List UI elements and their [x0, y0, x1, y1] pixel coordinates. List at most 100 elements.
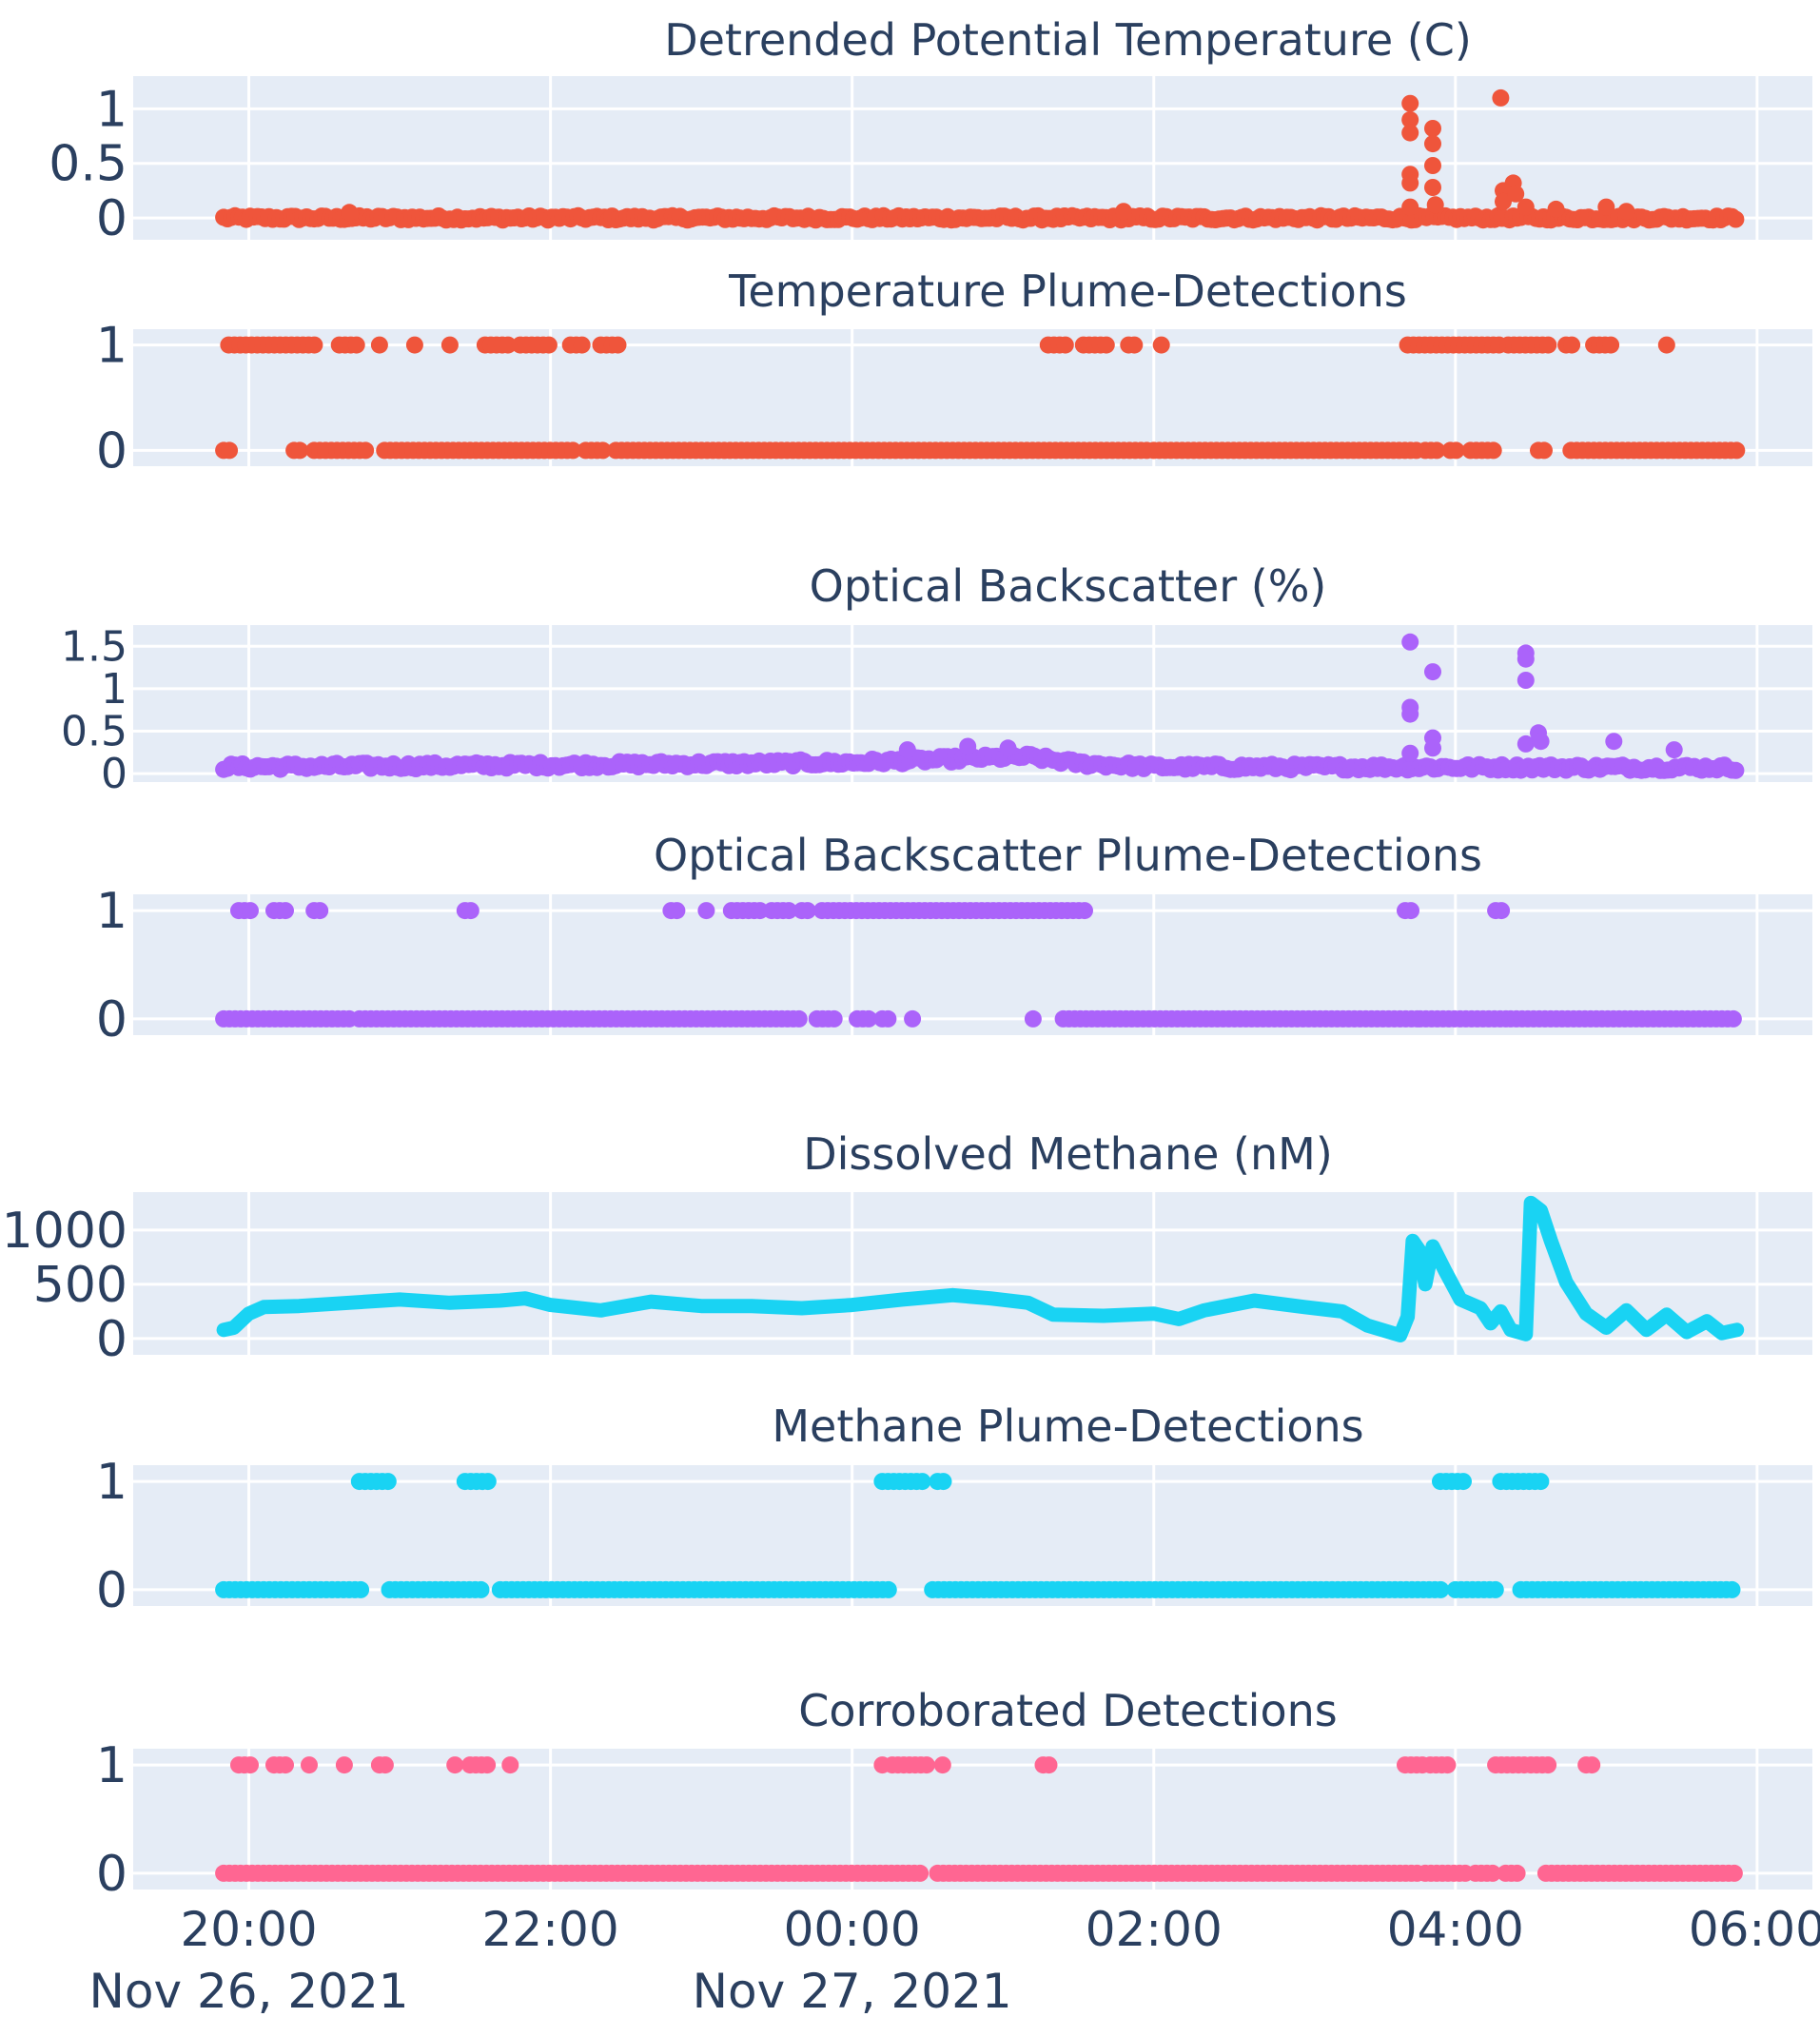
- panel-7-marker-1: [446, 1756, 464, 1774]
- panel-2-marker-0: [1428, 441, 1446, 460]
- panel-2-marker-1: [573, 336, 591, 354]
- panel-3-spike-marker: [1605, 733, 1623, 751]
- panel-2-marker-1: [1125, 336, 1144, 354]
- panel-2-marker-1: [539, 336, 558, 354]
- panel-6-marker-1: [1532, 1473, 1550, 1491]
- panel-3-title: Optical Backscatter (%): [810, 560, 1327, 612]
- panel-4-ytick-label: 0: [96, 991, 127, 1048]
- panel-2-marker-0: [1447, 441, 1465, 460]
- panel-1-spike-marker: [1517, 198, 1535, 216]
- panel-6-marker-1: [379, 1473, 397, 1491]
- panel-5-series-line: [216, 1195, 1745, 1342]
- panel-4-marker-1: [780, 902, 798, 920]
- panel-1-ytick-label: 0: [96, 190, 127, 247]
- panel-2-marker-1: [1152, 336, 1170, 354]
- panel-2-marker-1: [1602, 336, 1620, 354]
- panel-1-marker: [1727, 210, 1745, 228]
- panel-7-marker-1: [933, 1756, 951, 1774]
- panel-3-spike-marker: [1517, 734, 1535, 753]
- panel-3-marker: [1727, 761, 1745, 779]
- panel-3-spike-marker: [1401, 705, 1419, 723]
- panel-1-spike-marker: [1492, 88, 1510, 107]
- x-tick-label: 20:00: [180, 1902, 317, 1957]
- panel-2-marker-1: [609, 336, 627, 354]
- panel-2-title: Temperature Plume-Detections: [728, 265, 1407, 317]
- x-tick-date-label: Nov 27, 2021: [693, 1964, 1012, 2017]
- panel-1-spike-marker: [1401, 198, 1419, 216]
- panel-3-spike-marker: [1532, 733, 1550, 751]
- panel-1-spike-marker: [1424, 120, 1441, 137]
- panel-1-spike-marker: [1426, 196, 1444, 214]
- panel-7-ytick-label: 0: [96, 1846, 127, 1903]
- panel-2-marker-0: [291, 441, 309, 460]
- panel-2-marker-0: [594, 441, 612, 460]
- x-tick-date-label: Nov 26, 2021: [88, 1964, 408, 2017]
- panel-1-spike-marker: [1401, 110, 1419, 128]
- panel-6-marker-0: [1723, 1580, 1741, 1598]
- panel-3-spike-marker: [1424, 739, 1441, 757]
- panel-2-marker-1: [1563, 336, 1581, 354]
- panel-3-ytick-label: 0: [101, 750, 127, 798]
- panel-2-marker-1: [1539, 336, 1557, 354]
- panel-2-ytick-label: 1: [96, 318, 127, 375]
- panel-4-marker-1: [751, 902, 769, 920]
- panel-5-title: Dissolved Methane (nM): [803, 1128, 1333, 1180]
- panel-7-marker-1: [242, 1756, 259, 1774]
- panel-6-marker-1: [479, 1473, 497, 1491]
- panel-2-marker-1: [1056, 336, 1074, 354]
- panel-4-marker-0: [879, 1009, 897, 1028]
- panel-6-marker-1: [913, 1473, 931, 1491]
- panel-3-spike-marker: [1401, 744, 1419, 762]
- panel-4-marker-1: [1076, 902, 1093, 920]
- x-tick-label: 06:00: [1689, 1902, 1820, 1957]
- panel-7-marker-1: [1040, 1756, 1058, 1774]
- panel-7-marker-1: [917, 1756, 935, 1774]
- panel-1-spike-marker: [1115, 203, 1132, 221]
- panel-4-marker-0: [860, 1009, 877, 1028]
- panel-7-marker-1: [277, 1756, 294, 1774]
- panel-6-ytick-label: 1: [96, 1454, 127, 1511]
- panel-1-spike-marker: [1495, 192, 1512, 210]
- panel-4-marker-1: [1402, 902, 1419, 920]
- panel-4-marker-0: [825, 1009, 843, 1028]
- panel-4-marker-1: [668, 902, 686, 920]
- panel-2-marker-1: [440, 336, 459, 354]
- panel-3-ytick-label: 0.5: [61, 707, 127, 755]
- panel-4-marker-0: [1724, 1009, 1742, 1028]
- panel-4-marker-1: [311, 902, 329, 920]
- panel-7-marker-1: [1438, 1756, 1457, 1774]
- panel-7-marker-0: [1725, 1864, 1743, 1882]
- panel-7-marker-0: [1508, 1864, 1526, 1882]
- panel-6-marker-0: [352, 1580, 370, 1598]
- panel-7-title: Corroborated Detections: [798, 1685, 1337, 1736]
- panel-2-marker-0: [564, 441, 582, 460]
- panel-1-spike-marker: [1507, 185, 1525, 203]
- panel-2-marker-1: [1097, 336, 1115, 354]
- panel-1-spike-marker: [1401, 124, 1419, 142]
- panel-1-spike-marker: [1424, 179, 1441, 196]
- panel-5-ytick-label: 0: [96, 1311, 127, 1368]
- panel-2-marker-0: [221, 441, 239, 460]
- panel-7-marker-1: [1539, 1756, 1557, 1774]
- panel-4-marker-1: [461, 902, 479, 920]
- panel-1-title: Detrended Potential Temperature (C): [664, 14, 1472, 66]
- panel-1-spike-marker: [1617, 203, 1635, 221]
- panel-3-ytick-label: 1.5: [61, 622, 127, 671]
- panel-4-marker-1: [1493, 902, 1511, 920]
- panel-2-marker-0: [1536, 441, 1553, 460]
- panel-1-spike-marker: [1424, 135, 1441, 153]
- panel-7-marker-1: [301, 1756, 318, 1774]
- panel-6-marker-0: [1432, 1580, 1450, 1598]
- panel-7-marker-1: [479, 1756, 497, 1774]
- panel-3-spike-marker: [1517, 672, 1535, 689]
- panel-2-marker-1: [370, 336, 388, 354]
- panel-3-spike-marker: [1401, 633, 1419, 651]
- panel-1-spike-marker: [341, 204, 359, 222]
- panel-3-spike-marker: [1424, 663, 1441, 681]
- panel-2-marker-0: [357, 441, 375, 460]
- panel-5-ytick-label: 500: [33, 1257, 127, 1314]
- x-tick-label: 22:00: [482, 1902, 619, 1957]
- panel-4-ytick-label: 1: [96, 883, 127, 940]
- panel-1-spike-marker: [1401, 174, 1419, 192]
- x-tick-label: 00:00: [784, 1902, 921, 1957]
